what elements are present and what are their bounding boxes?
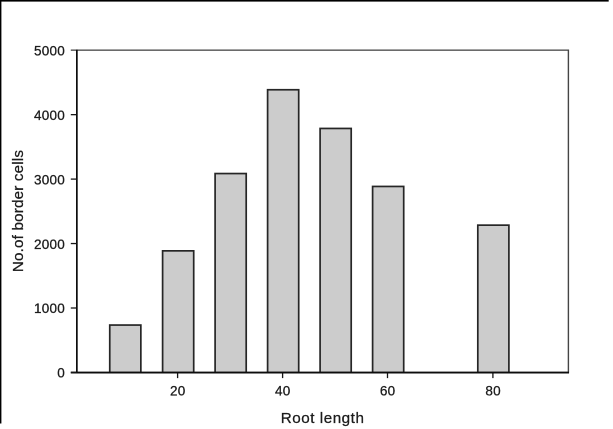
svg-text:4000: 4000 [34,108,65,123]
svg-text:40: 40 [275,384,291,399]
svg-text:2000: 2000 [34,237,65,252]
svg-text:20: 20 [170,384,186,399]
svg-text:1000: 1000 [34,301,65,316]
svg-text:60: 60 [380,384,396,399]
svg-text:3000: 3000 [34,172,65,187]
svg-text:5000: 5000 [34,43,65,58]
svg-text:0: 0 [57,366,65,381]
svg-text:80: 80 [485,384,501,399]
svg-text:No.of border cells: No.of border cells [10,150,27,272]
svg-text:Root length: Root length [281,410,365,427]
